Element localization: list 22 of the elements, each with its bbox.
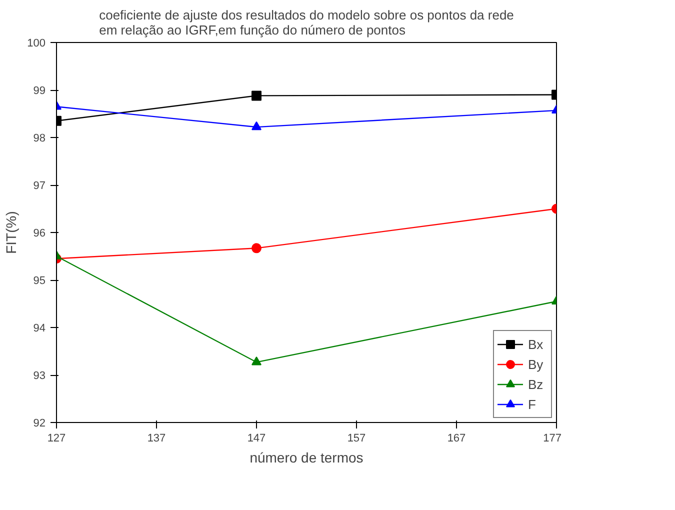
x-tick-label: 147 [247,432,266,444]
y-axis-title: FIT(%) [3,211,20,254]
legend-label: Bx [528,336,544,352]
x-axis-title: número de termos [250,450,364,466]
y-tick-label: 93 [33,370,46,382]
legend-label: By [528,356,544,372]
y-tick-label: 100 [27,38,46,50]
x-tick-label: 167 [447,432,466,444]
chart-title: coeficiente de ajuste dos resultados do modelo sobre os pontos da rede em relação ao IGRF,em função do número de pontos [99,8,514,38]
y-tick-label: 99 [33,85,46,97]
x-tick-label: 127 [47,432,66,444]
x-tick-label: 157 [347,432,366,444]
legend-label: F [528,396,537,412]
y-tick-label: 98 [33,132,46,144]
legend-label: Bz [528,376,544,392]
x-tick-label: 137 [147,432,166,444]
y-tick-label: 92 [33,418,46,430]
y-tick-label: 94 [33,322,46,334]
y-tick-label: 97 [33,180,46,192]
y-tick-label: 96 [33,228,46,240]
y-tick-label: 95 [33,275,46,287]
x-tick-label: 177 [543,432,562,444]
